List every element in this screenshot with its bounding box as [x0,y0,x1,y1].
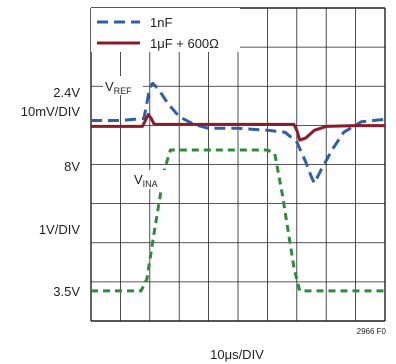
svg-text:VINA: VINA [134,172,158,189]
trace-label-vina-sub: INA [143,179,158,189]
trace-label-vina-main: V [134,172,143,187]
trace-label-vref-sub: REF [114,86,133,96]
trace-label-vina: VINA [132,170,170,189]
v-ina-low-label: 3.5V [53,284,80,299]
trace-label-vref-bg [103,76,143,95]
v-ref-offset-label: 2.4V [53,85,80,100]
v-ina-offset-label: 8V [64,159,80,174]
x-axis-label: 10μs/DIV [210,347,264,362]
svg-text:VREF: VREF [105,79,132,96]
bottom-scale-label: 1V/DIV [39,222,81,237]
trace-label-vref-main: V [105,79,114,94]
legend-label-1nf: 1nF [150,15,172,30]
figure-id: 2966 F0 [357,327,387,336]
trace-vref-1nf [91,81,386,185]
left-labels: 2.4V 10mV/DIV 8V 1V/DIV 3.5V [21,85,81,299]
trace-vref-1uf-600 [91,113,385,142]
trace-label-vina-bg [132,170,170,189]
plot-grid [90,7,386,322]
legend-label-1uf-600: 1μF + 600Ω [150,36,219,51]
top-scale-label: 10mV/DIV [21,104,81,119]
legend-box [91,8,240,52]
plot-traces [91,81,386,293]
trace-label-vref: VREF [103,76,143,96]
legend: 1nF 1μF + 600Ω [91,8,240,52]
trace-vina [91,148,385,293]
